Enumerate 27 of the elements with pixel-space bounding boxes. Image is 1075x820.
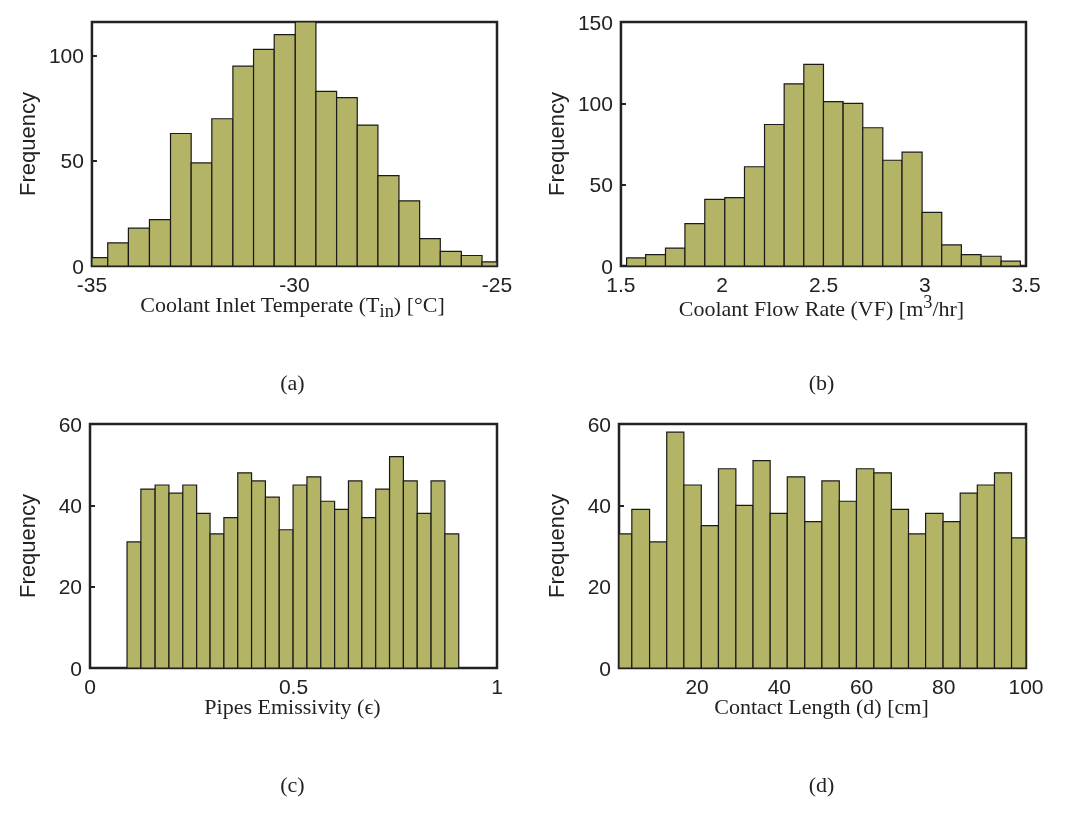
y-axis-title: Frequency — [543, 92, 569, 196]
y-tick-label: 20 — [58, 575, 82, 599]
x-tick-label: 80 — [932, 675, 956, 698]
y-tick-label: 100 — [577, 91, 613, 115]
y-tick-label: 0 — [599, 656, 611, 680]
x-tick-label: 100 — [1008, 675, 1044, 698]
y-tick-label: 40 — [58, 493, 82, 517]
y-tick-label: 150 — [577, 10, 613, 34]
text: (a) — [279, 370, 306, 396]
text: (c) — [279, 772, 306, 798]
y-tick-label: 50 — [589, 173, 613, 197]
y-tick-label: 0 — [70, 656, 82, 680]
x-tick-label: 20 — [685, 675, 709, 698]
x-tick-label: 3.5 — [1011, 273, 1041, 296]
y-tick-label: 40 — [587, 493, 611, 517]
y-tick-label: 20 — [587, 575, 611, 599]
y-tick-label: 100 — [48, 44, 84, 68]
text: (d) — [807, 772, 836, 798]
x-tick-label: -25 — [481, 273, 513, 296]
y-tick-label: 60 — [58, 412, 82, 436]
y-axis-title: Frequency — [14, 92, 40, 196]
y-tick-label: 60 — [587, 412, 611, 436]
x-tick-label: 1 — [491, 675, 503, 698]
y-axis-title: Frequency — [543, 494, 569, 598]
y-tick-label: 50 — [60, 149, 84, 173]
text: (b) — [807, 370, 836, 396]
y-axis-title: Frequency — [14, 494, 40, 598]
